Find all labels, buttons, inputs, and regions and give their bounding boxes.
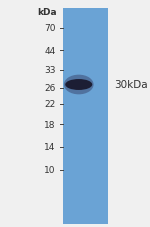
Text: 30kDa: 30kDa xyxy=(114,80,148,90)
Text: 44: 44 xyxy=(44,47,56,56)
Text: 18: 18 xyxy=(44,120,56,129)
Bar xyxy=(63,9,108,224)
Text: 14: 14 xyxy=(44,143,56,152)
Text: 26: 26 xyxy=(44,84,56,93)
Text: 33: 33 xyxy=(44,66,56,75)
Ellipse shape xyxy=(65,80,92,91)
Text: kDa: kDa xyxy=(37,8,57,17)
Text: 22: 22 xyxy=(44,100,56,109)
Ellipse shape xyxy=(64,75,94,95)
Text: 70: 70 xyxy=(44,24,56,33)
Text: 10: 10 xyxy=(44,166,56,175)
